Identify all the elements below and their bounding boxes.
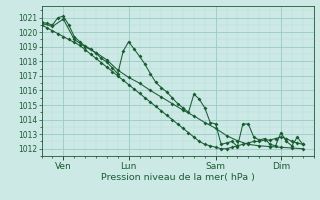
X-axis label: Pression niveau de la mer( hPa ): Pression niveau de la mer( hPa ) — [101, 173, 254, 182]
